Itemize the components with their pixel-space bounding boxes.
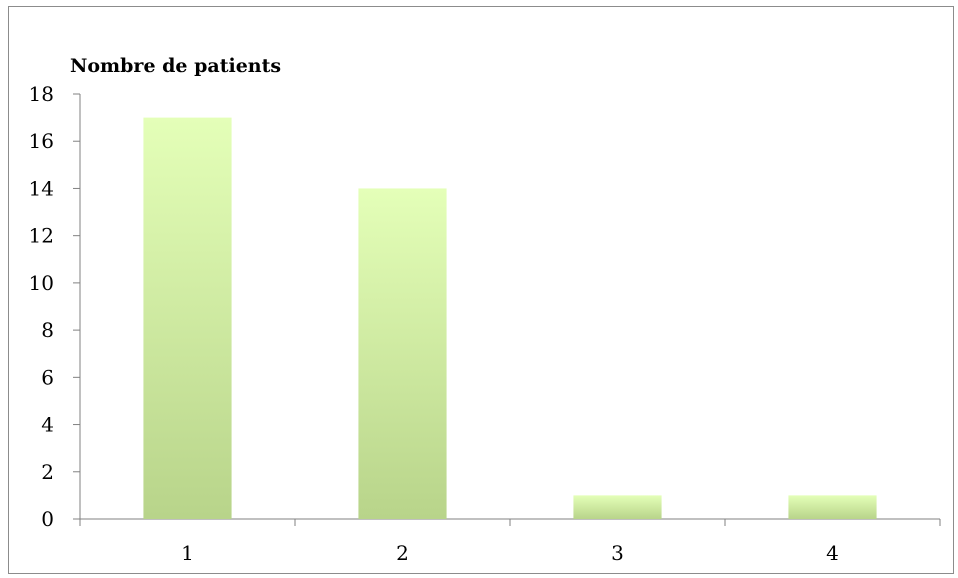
y-tick-label: 18 xyxy=(29,82,54,106)
bar xyxy=(573,495,662,519)
y-tick-label: 4 xyxy=(41,413,54,437)
y-tick-label: 16 xyxy=(29,129,54,153)
y-axis: 0 2 4 6 8 10 12 14 16 18 xyxy=(29,82,81,531)
x-tick-label: 4 xyxy=(826,541,839,565)
x-tick-label: 1 xyxy=(181,541,194,565)
bar xyxy=(143,117,232,519)
bar xyxy=(788,495,877,519)
bar xyxy=(358,188,447,519)
y-axis-label: Nombre de patients xyxy=(70,55,281,77)
y-tick-label: 14 xyxy=(29,176,54,200)
bars xyxy=(143,117,877,519)
y-tick-label: 6 xyxy=(41,365,54,389)
y-tick-label: 0 xyxy=(41,507,54,531)
y-tick-label: 2 xyxy=(41,460,54,484)
y-tick-label: 12 xyxy=(29,224,54,248)
y-tick-label: 8 xyxy=(41,318,54,342)
x-tick-label: 3 xyxy=(611,541,624,565)
y-tick-label: 10 xyxy=(29,271,54,295)
x-axis: 1 2 3 4 xyxy=(79,518,941,565)
x-tick-label: 2 xyxy=(396,541,409,565)
